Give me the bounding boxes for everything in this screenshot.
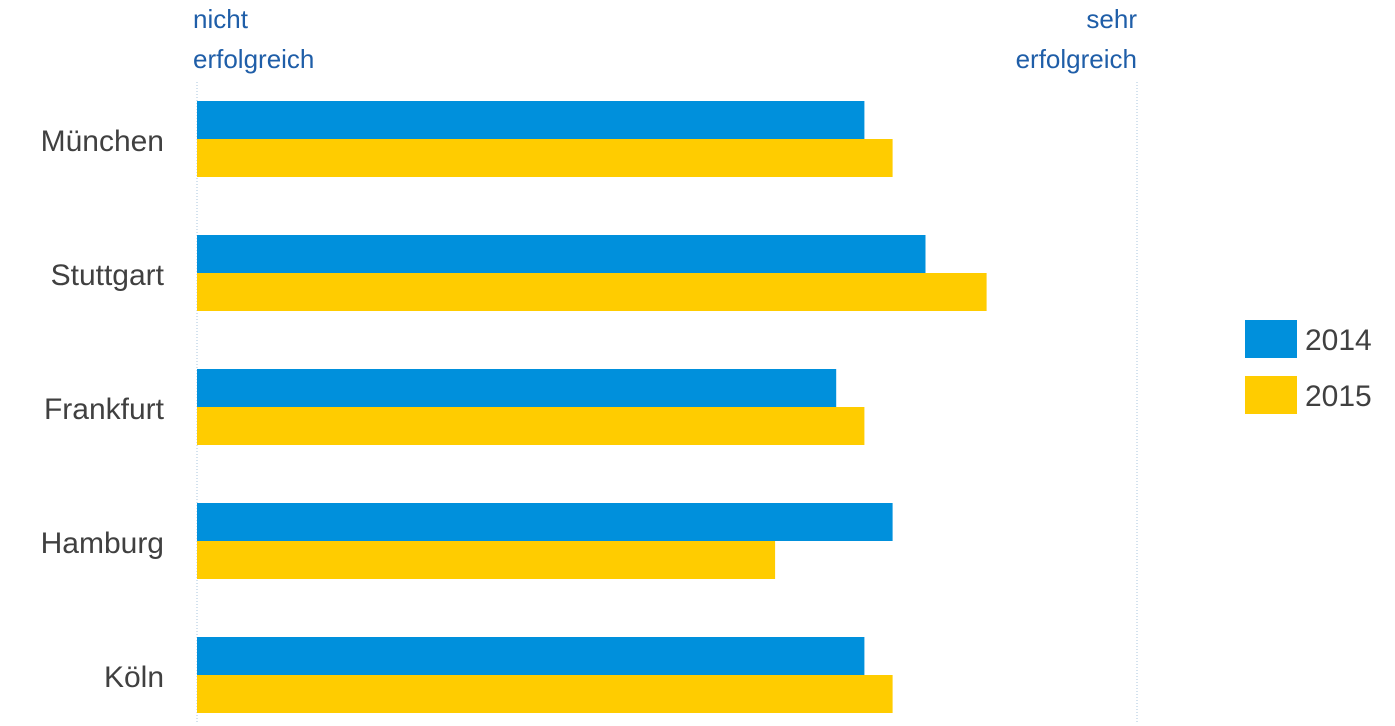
- scale-max-label-line-1: sehr: [1086, 4, 1137, 34]
- bar-münchen-2014: [197, 101, 865, 139]
- category-labels: München Stuttgart Frankfurt Hamburg Köln: [41, 125, 165, 694]
- scale-max-label-line-2: erfolgreich: [1016, 44, 1137, 74]
- bar-münchen-2015: [197, 139, 893, 177]
- bar-stuttgart-2015: [197, 273, 987, 311]
- legend-swatch-2014: [1245, 320, 1297, 358]
- category-label: Stuttgart: [51, 259, 165, 292]
- bar-frankfurt-2014: [197, 369, 837, 407]
- bars-group: [197, 101, 987, 713]
- bar-frankfurt-2015: [197, 407, 865, 445]
- scale-min-label-line-2: erfolgreich: [193, 44, 314, 74]
- bar-stuttgart-2014: [197, 235, 926, 273]
- legend-label-2015: 2015: [1305, 380, 1372, 413]
- bar-köln-2015: [197, 675, 893, 713]
- legend-label-2014: 2014: [1305, 324, 1372, 357]
- category-label: Frankfurt: [44, 393, 165, 426]
- bar-köln-2014: [197, 637, 865, 675]
- bar-hamburg-2014: [197, 503, 893, 541]
- category-label: München: [41, 125, 164, 158]
- scale-labels: nicht erfolgreich sehr erfolgreich: [193, 4, 1137, 74]
- legend-swatch-2015: [1245, 376, 1297, 414]
- bar-hamburg-2015: [197, 541, 776, 579]
- legend: 2014 2015: [1245, 320, 1372, 414]
- category-label: Köln: [104, 661, 164, 694]
- category-label: Hamburg: [41, 527, 164, 560]
- scale-min-label-line-1: nicht: [193, 4, 249, 34]
